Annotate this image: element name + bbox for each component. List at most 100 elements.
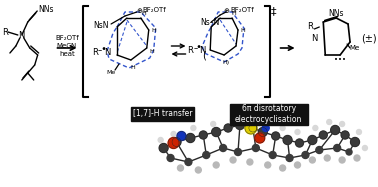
Text: H: H xyxy=(149,48,154,53)
Circle shape xyxy=(296,139,304,147)
Text: NsN: NsN xyxy=(94,21,109,30)
Text: Me: Me xyxy=(349,45,359,51)
Circle shape xyxy=(308,136,317,145)
Circle shape xyxy=(230,157,236,163)
Circle shape xyxy=(253,145,259,151)
Circle shape xyxy=(356,130,361,134)
Circle shape xyxy=(178,165,183,171)
Text: R: R xyxy=(92,47,98,56)
Circle shape xyxy=(327,119,332,125)
Text: ⊕: ⊕ xyxy=(136,8,142,14)
Circle shape xyxy=(167,154,174,162)
Circle shape xyxy=(224,124,232,132)
Text: H): H) xyxy=(223,59,230,65)
Circle shape xyxy=(339,157,345,163)
Circle shape xyxy=(231,117,235,122)
Circle shape xyxy=(203,151,210,159)
Text: NNs: NNs xyxy=(39,4,54,13)
Circle shape xyxy=(262,125,269,131)
Circle shape xyxy=(265,162,271,168)
Text: [1,7]-H transfer: [1,7]-H transfer xyxy=(133,109,192,118)
Circle shape xyxy=(199,131,207,139)
Circle shape xyxy=(313,125,318,131)
Circle shape xyxy=(234,148,242,156)
Text: NNs: NNs xyxy=(328,8,344,18)
Circle shape xyxy=(286,154,293,162)
Text: –: – xyxy=(98,47,102,56)
Circle shape xyxy=(186,134,195,142)
Text: MeCN: MeCN xyxy=(57,43,77,49)
Circle shape xyxy=(295,130,300,134)
Circle shape xyxy=(363,145,367,151)
Circle shape xyxy=(247,159,253,165)
Text: R: R xyxy=(187,45,193,54)
Text: ∙: ∙ xyxy=(195,42,201,52)
Text: Me: Me xyxy=(107,70,116,74)
Circle shape xyxy=(212,128,221,137)
Circle shape xyxy=(213,162,219,168)
FancyBboxPatch shape xyxy=(229,103,308,125)
Text: H: H xyxy=(232,10,236,16)
Circle shape xyxy=(245,122,257,134)
Circle shape xyxy=(302,151,309,159)
Text: ∙: ∙ xyxy=(100,44,106,54)
Text: R: R xyxy=(2,27,8,36)
Circle shape xyxy=(245,116,250,120)
Text: (±): (±) xyxy=(361,33,377,43)
Text: 6π disrotatory
electrocyclisation: 6π disrotatory electrocyclisation xyxy=(235,104,302,124)
Circle shape xyxy=(185,159,192,165)
Circle shape xyxy=(341,131,349,139)
Circle shape xyxy=(283,136,292,145)
Text: H: H xyxy=(130,65,135,70)
Text: H: H xyxy=(151,27,156,33)
Circle shape xyxy=(159,143,168,153)
Circle shape xyxy=(272,132,280,140)
Text: N: N xyxy=(199,45,206,54)
Circle shape xyxy=(340,122,345,126)
Text: ⊕: ⊕ xyxy=(223,8,229,14)
Circle shape xyxy=(265,119,270,125)
Circle shape xyxy=(211,122,216,126)
Circle shape xyxy=(350,137,359,146)
Text: heat: heat xyxy=(59,51,75,57)
Circle shape xyxy=(280,125,285,131)
Circle shape xyxy=(324,155,330,161)
Text: ‡: ‡ xyxy=(271,6,276,16)
Circle shape xyxy=(319,131,327,139)
Circle shape xyxy=(280,165,286,171)
Circle shape xyxy=(255,133,265,143)
Text: Ns–N: Ns–N xyxy=(200,18,220,27)
Text: BF₂OTf: BF₂OTf xyxy=(55,35,79,41)
Circle shape xyxy=(195,167,201,173)
Circle shape xyxy=(309,157,315,163)
Text: N: N xyxy=(311,33,318,42)
Text: (: ( xyxy=(202,50,206,60)
Circle shape xyxy=(249,124,257,132)
FancyBboxPatch shape xyxy=(132,107,194,120)
Text: R: R xyxy=(307,22,313,30)
Circle shape xyxy=(235,120,245,130)
Circle shape xyxy=(316,146,323,154)
Text: –: – xyxy=(193,45,197,53)
Text: H: H xyxy=(141,10,146,16)
Circle shape xyxy=(334,145,341,151)
Circle shape xyxy=(177,131,186,140)
Text: BF₂OTf: BF₂OTf xyxy=(230,7,254,13)
Circle shape xyxy=(172,137,181,146)
Text: •••: ••• xyxy=(334,57,346,63)
Circle shape xyxy=(168,137,179,148)
Text: BF₂OTf: BF₂OTf xyxy=(143,7,167,13)
Circle shape xyxy=(220,145,226,151)
Circle shape xyxy=(331,125,340,134)
Circle shape xyxy=(346,149,352,155)
Circle shape xyxy=(158,137,163,142)
Circle shape xyxy=(354,155,360,161)
Text: N: N xyxy=(104,47,110,56)
Text: H: H xyxy=(240,27,245,33)
Circle shape xyxy=(294,162,301,168)
Text: N: N xyxy=(18,30,24,39)
Circle shape xyxy=(171,131,176,137)
Circle shape xyxy=(269,151,276,159)
Circle shape xyxy=(191,125,196,131)
Circle shape xyxy=(258,128,267,137)
